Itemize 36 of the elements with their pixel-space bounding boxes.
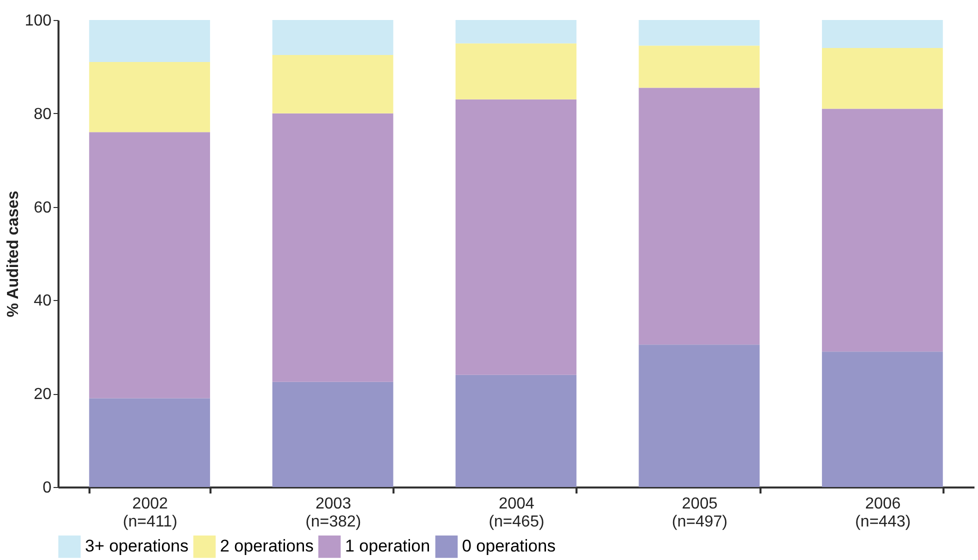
y-axis-title: % Audited cases bbox=[4, 190, 22, 318]
y-tick-label: 40 bbox=[34, 292, 52, 310]
y-tick-label: 0 bbox=[42, 480, 52, 496]
bar bbox=[822, 20, 943, 48]
bar bbox=[456, 20, 576, 44]
bar bbox=[638, 46, 760, 88]
bar bbox=[638, 20, 760, 46]
y-tick-label: 60 bbox=[34, 199, 52, 216]
bar bbox=[822, 108, 943, 352]
y-tick-label: 20 bbox=[34, 386, 52, 404]
x-tick-label: 2002 (n=411) bbox=[122, 496, 178, 530]
legend-label: 2 operations bbox=[220, 536, 314, 556]
bar bbox=[456, 99, 576, 375]
bar bbox=[89, 20, 210, 62]
bar bbox=[89, 398, 210, 487]
bar bbox=[456, 374, 576, 487]
x-tick-label: 2006 (n=443) bbox=[855, 496, 911, 530]
bar bbox=[822, 48, 943, 109]
x-tick-label: 2004 (n=465) bbox=[488, 496, 544, 530]
bar bbox=[89, 62, 210, 132]
bar bbox=[272, 20, 394, 56]
x-tick-label: 2005 (n=497) bbox=[672, 496, 728, 530]
bar bbox=[272, 113, 394, 382]
legend-label: 1 operation bbox=[345, 536, 430, 556]
bar bbox=[456, 43, 576, 100]
bar bbox=[638, 88, 760, 345]
y-tick-label: 80 bbox=[34, 106, 52, 123]
legend-label: 0 operations bbox=[462, 536, 556, 556]
bar bbox=[89, 132, 210, 398]
bar bbox=[638, 344, 760, 487]
y-tick-label: 100 bbox=[24, 12, 52, 30]
bar bbox=[822, 352, 943, 487]
x-tick-label: 2003 (n=382) bbox=[306, 496, 362, 530]
bar bbox=[272, 382, 394, 487]
legend-label: 3+ operations bbox=[85, 536, 188, 556]
bar bbox=[272, 55, 394, 114]
